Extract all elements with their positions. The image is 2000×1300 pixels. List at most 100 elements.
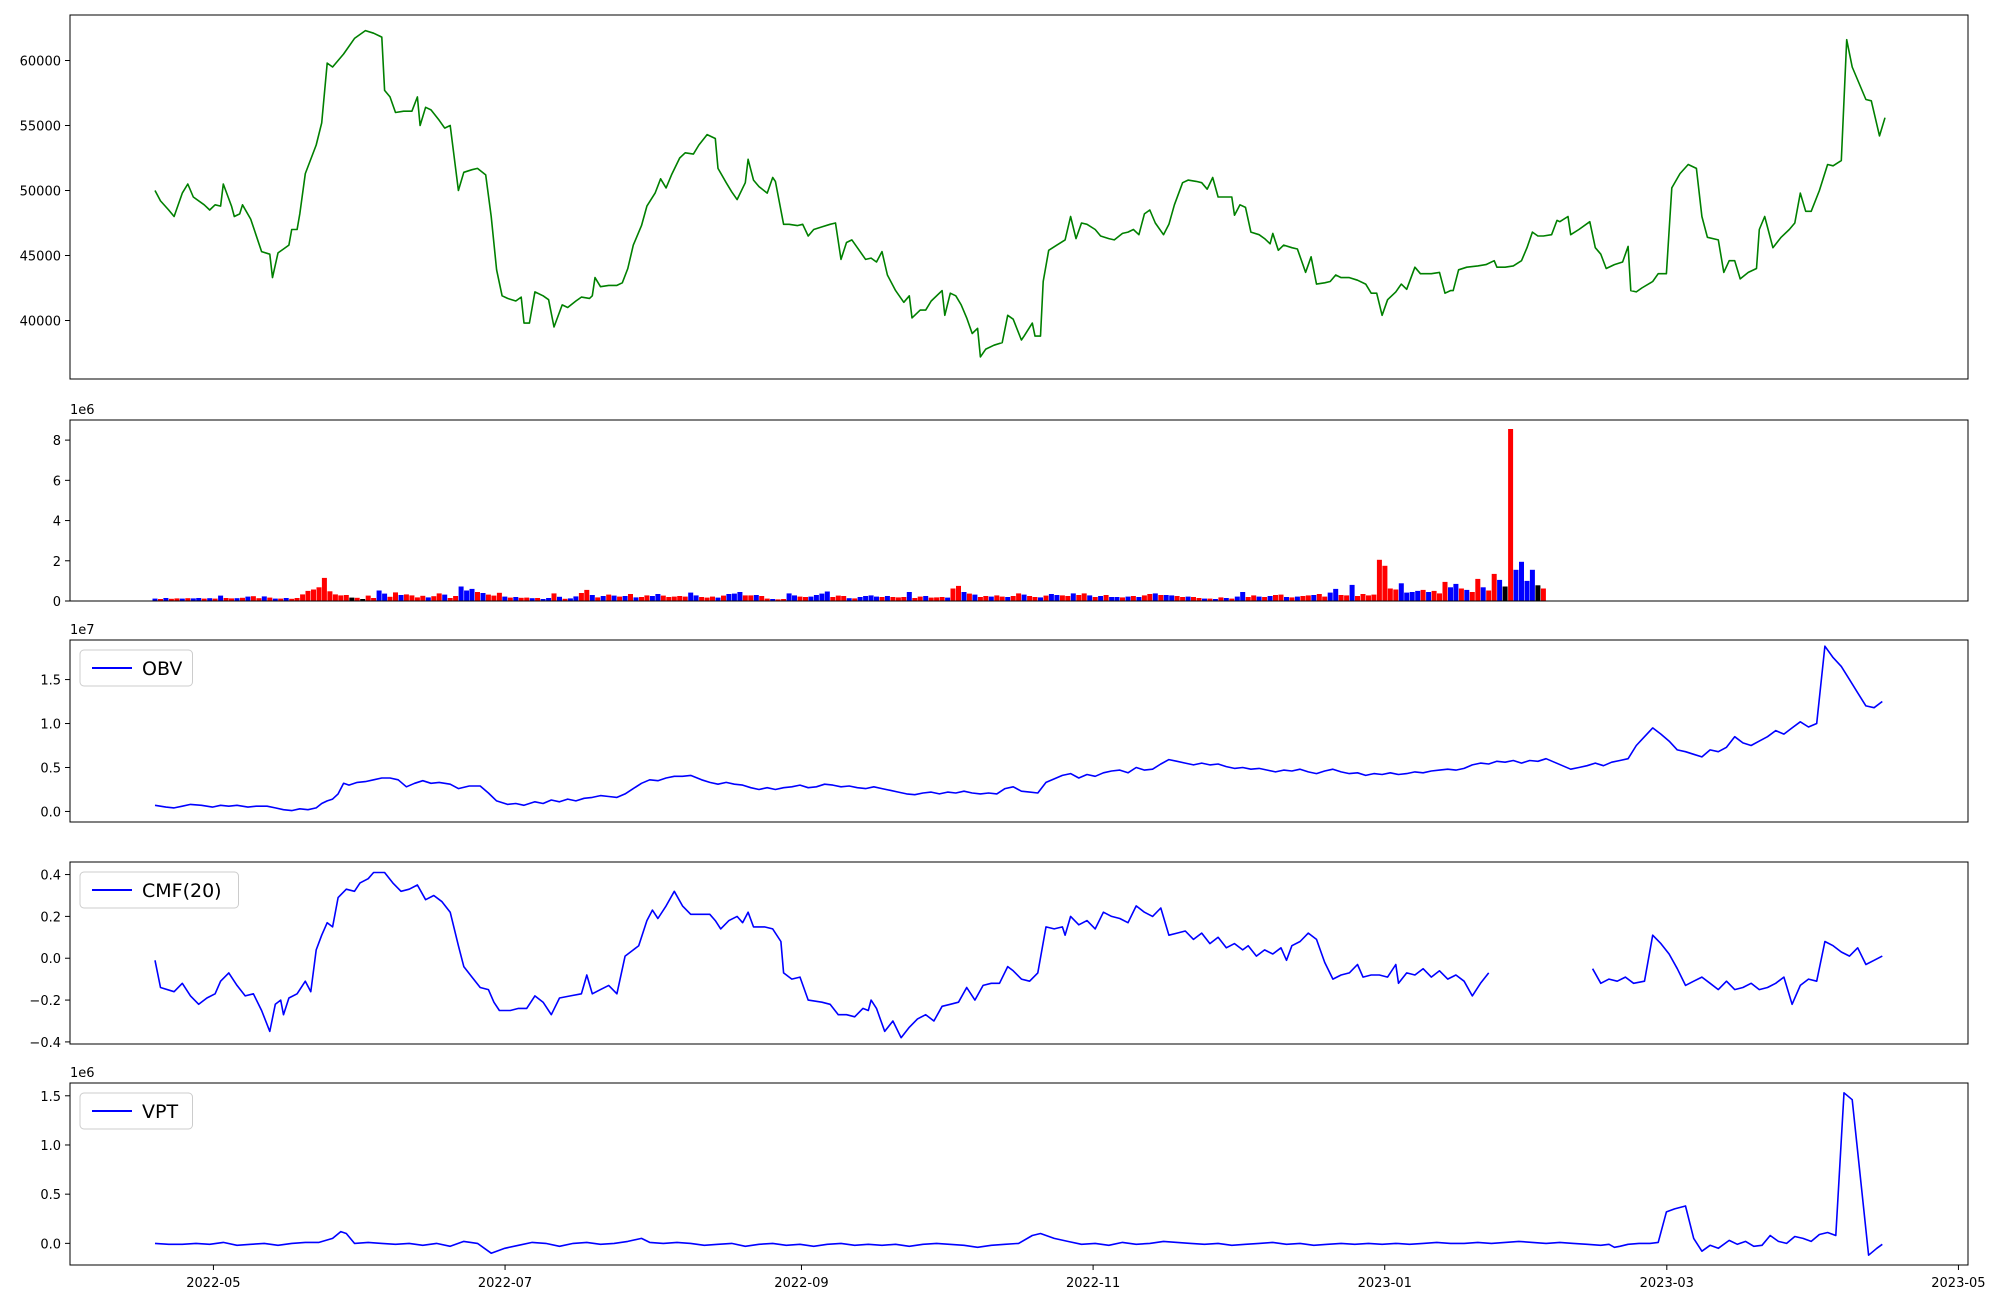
volume-bar	[1273, 595, 1278, 601]
volume-bar	[311, 589, 316, 601]
volume-bar	[1497, 579, 1503, 601]
cmf-line	[1591, 934, 1883, 1006]
volume-bar	[589, 595, 595, 601]
volume-bar	[387, 596, 393, 601]
volume-bar	[595, 597, 601, 601]
volume-bar	[425, 597, 431, 601]
price-ytick-label: 45000	[20, 250, 61, 265]
volume-bar	[1426, 592, 1432, 601]
volume-bar	[1016, 593, 1022, 601]
volume-bar	[688, 592, 694, 601]
volume-bar	[868, 595, 874, 601]
volume-bar	[502, 596, 508, 601]
volume-bar	[1376, 559, 1382, 601]
vpt-ytick-label: 0.5	[40, 1188, 61, 1203]
volume-bar	[813, 595, 819, 601]
volume-bar	[901, 597, 907, 601]
volume-bar	[431, 596, 437, 601]
volume-bar	[1076, 595, 1082, 601]
volume-bar	[245, 596, 251, 601]
volume-bar	[841, 596, 847, 601]
volume-bar	[1152, 593, 1158, 601]
volume-bar	[1508, 429, 1514, 601]
volume-bar	[710, 596, 715, 601]
volume-bar	[562, 598, 568, 601]
volume-bar	[895, 597, 901, 601]
volume-bar	[1448, 587, 1453, 601]
volume-bar	[196, 598, 202, 601]
volume-bar	[1212, 599, 1218, 601]
price-y-axis: 40000 45000 50000 55000 60000	[20, 55, 70, 330]
volume-bar	[414, 597, 420, 601]
volume-bar	[1300, 596, 1306, 601]
obv-offset-text: 1e7	[70, 623, 95, 638]
volume-bar	[879, 597, 885, 601]
volume-bar	[852, 598, 858, 601]
obv-ytick-label: 0.5	[40, 761, 61, 776]
volume-bar	[1229, 598, 1235, 601]
volume-bar	[1316, 594, 1322, 601]
volume-bar	[535, 598, 541, 601]
volume-bar	[715, 597, 721, 601]
volume-bar	[950, 588, 956, 601]
volume-bar	[442, 594, 448, 601]
volume-bar	[338, 595, 344, 601]
volume-bar	[1038, 597, 1043, 601]
cmf-ytick-label: 0.2	[40, 910, 61, 925]
volume-bar	[321, 577, 327, 601]
volume-bar	[1223, 598, 1229, 601]
volume-bar	[912, 598, 918, 601]
obv-ytick-label: 0.0	[40, 805, 61, 820]
volume-bar	[1278, 594, 1284, 601]
volume-bar	[524, 597, 530, 601]
volume-bar	[1529, 569, 1535, 601]
volume-bar	[518, 597, 524, 601]
volume-bar	[567, 598, 573, 601]
volume-bar	[1169, 595, 1175, 601]
volume-bar	[485, 594, 491, 601]
volume-bar	[1458, 588, 1464, 601]
obv-legend-box	[79, 649, 193, 687]
volume-bar	[1464, 589, 1470, 601]
volume-bar	[447, 598, 453, 601]
volume-frame	[69, 419, 1969, 602]
volume-bar	[846, 598, 852, 601]
vpt-xtick-label: 2023-01	[1358, 1276, 1412, 1291]
volume-bar	[1453, 583, 1459, 601]
volume-bar	[179, 598, 185, 601]
volume-bar	[742, 595, 748, 601]
volume-bar	[1191, 597, 1196, 601]
volume-bar	[475, 592, 480, 601]
vpt-y-axis: 0.0 0.5 1.0 1.5 1e6	[40, 1066, 94, 1252]
volume-bar	[983, 596, 989, 601]
volume-bar	[1524, 580, 1530, 601]
volume-bar	[1174, 596, 1180, 601]
volume-bar	[409, 595, 415, 601]
volume-bar	[1366, 595, 1371, 601]
cmf-ytick-label: −0.4	[29, 1036, 61, 1051]
volume-bar	[278, 598, 284, 601]
volume-bar	[1043, 595, 1049, 601]
volume-bar	[343, 595, 349, 601]
volume-bar	[546, 598, 552, 601]
volume-bar	[201, 598, 207, 601]
volume-bar	[1535, 585, 1541, 601]
volume-bar	[289, 598, 295, 601]
volume-bar	[1114, 597, 1120, 601]
vpt-xtick-label: 2023-03	[1640, 1276, 1694, 1291]
volume-offset-text: 1e6	[70, 403, 95, 418]
volume-bar	[994, 595, 1000, 601]
cmf-legend-box	[79, 871, 239, 909]
volume-bar	[797, 596, 803, 601]
volume-bar	[704, 597, 710, 601]
volume-bar	[1059, 595, 1065, 601]
volume-bar	[857, 597, 863, 601]
volume-bar	[240, 597, 245, 601]
volume-bar	[1081, 593, 1087, 601]
volume-bar	[1475, 578, 1481, 601]
volume-bar	[300, 594, 306, 601]
volume-bar	[1048, 594, 1054, 601]
volume-bar	[693, 595, 699, 601]
volume-bar	[529, 598, 535, 601]
